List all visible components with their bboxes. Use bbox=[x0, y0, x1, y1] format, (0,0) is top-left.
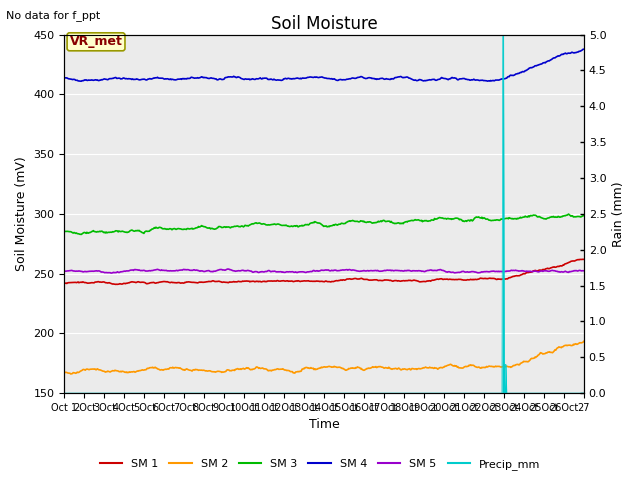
Text: VR_met: VR_met bbox=[70, 36, 122, 48]
Title: Soil Moisture: Soil Moisture bbox=[271, 15, 378, 33]
X-axis label: Time: Time bbox=[308, 419, 339, 432]
Y-axis label: Rain (mm): Rain (mm) bbox=[612, 181, 625, 247]
Legend: SM 1, SM 2, SM 3, SM 4, SM 5, Precip_mm: SM 1, SM 2, SM 3, SM 4, SM 5, Precip_mm bbox=[95, 455, 545, 474]
Text: No data for f_ppt: No data for f_ppt bbox=[6, 10, 100, 21]
Y-axis label: Soil Moisture (mV): Soil Moisture (mV) bbox=[15, 156, 28, 271]
